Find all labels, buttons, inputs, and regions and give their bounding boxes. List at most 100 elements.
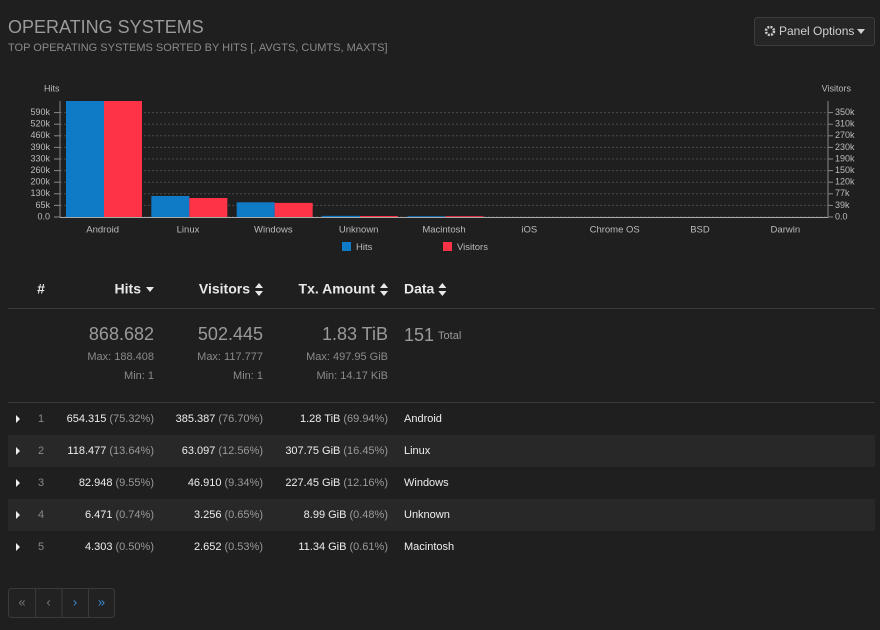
sort-icon[interactable] [380,283,388,296]
metric-value: 654.315 [67,413,107,425]
metric-cell: 307.75 GiB (16.45%) [285,445,388,457]
y2-tick-label: 230k [835,142,855,152]
button-frame[interactable] [754,17,875,46]
pager-button[interactable]: › [73,594,77,609]
bar [104,101,142,217]
metric-value: 6.471 [85,509,113,521]
expand-caret[interactable] [16,479,20,487]
data-cell: Macintosh [404,541,454,553]
panel-title: OPERATING SYSTEMS [8,17,204,37]
metric-percent: (16.45%) [343,445,388,457]
metric-percent: (12.16%) [343,477,388,489]
bar [407,216,446,217]
pager-button[interactable]: » [98,594,105,609]
metric-value: 1.28 TiB [300,413,340,425]
button-label[interactable]: Panel Options [779,24,854,38]
metric-percent: (13.64%) [109,445,154,457]
column-header[interactable]: Tx. Amount [299,281,376,297]
metric-cell: 6.471 (0.74%) [85,509,154,521]
row-stripe [8,435,875,467]
summary-max: Max: 117.777 [197,351,263,363]
panel-subtitle: TOP OPERATING SYSTEMS SORTED BY HITS [, … [8,42,388,54]
legend-label: Visitors [457,242,488,253]
row-index: 3 [38,477,44,489]
metric-cell: 63.097 (12.56%) [182,445,263,457]
gear-icon[interactable] [764,25,776,37]
bar [322,215,360,217]
expand-caret[interactable] [16,447,20,455]
metric-value: 3.256 [194,509,222,521]
row-index: 2 [38,445,44,457]
metric-value: 227.45 GiB [285,477,340,489]
metric-value: 46.910 [188,477,222,489]
y2-tick-label: 77k [835,188,850,198]
metric-percent: (76.70%) [218,413,263,425]
column-header[interactable]: Hits [115,281,142,297]
summary-max: Max: 188.408 [87,351,154,363]
metric-value: 11.34 GiB [298,541,346,553]
y-tick-label: 590k [30,107,50,117]
metric-value: 385.387 [176,413,216,425]
x-tick-label: Chrome OS [590,225,640,236]
metric-cell: 46.910 (9.34%) [188,477,263,489]
y2-tick-label: 350k [835,107,855,117]
y2-tick-label: 310k [835,119,855,129]
metric-percent: (0.74%) [115,509,154,521]
metric-value: 118.477 [67,445,106,457]
y-tick-label: 260k [30,165,50,175]
summary-max: Max: 497.95 GiB [306,351,388,363]
row-index: 4 [38,509,44,521]
x-tick-label: iOS [521,225,537,236]
y2-tick-label: 270k [835,130,855,140]
summary-total: 151 Total [404,325,461,345]
expand-caret[interactable] [16,511,20,519]
data-cell: Unknown [404,509,450,521]
sort-icon[interactable] [255,283,263,296]
summary-min: Min: 1 [124,370,154,382]
metric-percent: (0.48%) [349,509,388,521]
sort-desc-icon[interactable] [146,287,154,292]
caret-icon[interactable] [857,29,865,34]
metric-cell: 3.256 (0.65%) [194,509,263,521]
x-tick-label: Unknown [339,225,379,236]
bar [66,101,104,217]
y2-tick-label: 0.0 [835,211,848,221]
metric-percent: (12.56%) [218,445,263,457]
pager-button[interactable]: « [18,594,25,609]
row-index: 1 [38,413,44,425]
y-tick-label: 390k [30,142,50,152]
metric-percent: (0.61%) [349,541,388,553]
column-header[interactable]: Visitors [199,281,250,297]
metric-percent: (0.53%) [224,541,263,553]
metric-value: 4.303 [85,541,113,553]
summary-min: Min: 14.17 KiB [316,370,388,382]
bar [236,202,275,217]
column-header[interactable]: Data [404,281,435,297]
summary-value: 1.83 TiB [322,324,388,344]
total-label: Total [438,330,461,342]
y-axis-title: Hits [44,83,60,93]
metric-value: 8.99 GiB [304,509,347,521]
sort-icon[interactable] [438,283,447,296]
bar [274,202,313,217]
y-tick-label: 520k [30,119,50,129]
data-cell: Linux [404,445,431,457]
y-tick-label: 200k [30,177,50,187]
metric-value: 63.097 [182,445,216,457]
pager-button[interactable]: ‹ [46,594,50,609]
data-cell: Android [404,413,442,425]
panel-options-button[interactable]: Panel Options [754,17,875,46]
summary-min: Min: 1 [233,370,263,382]
y-tick-label: 460k [30,130,50,140]
y2-tick-label: 120k [835,177,855,187]
expand-caret[interactable] [16,543,20,551]
metric-cell: 118.477 (13.64%) [67,445,154,457]
x-tick-label: BSD [690,225,710,236]
metric-percent: (0.50%) [115,541,154,553]
metric-cell: 227.45 GiB (12.16%) [285,477,388,489]
total-value: 151 [404,325,434,345]
metric-cell: 82.948 (9.55%) [79,477,154,489]
x-tick-label: Darwin [771,225,801,236]
metric-percent: (0.65%) [224,509,263,521]
expand-caret[interactable] [16,415,20,423]
